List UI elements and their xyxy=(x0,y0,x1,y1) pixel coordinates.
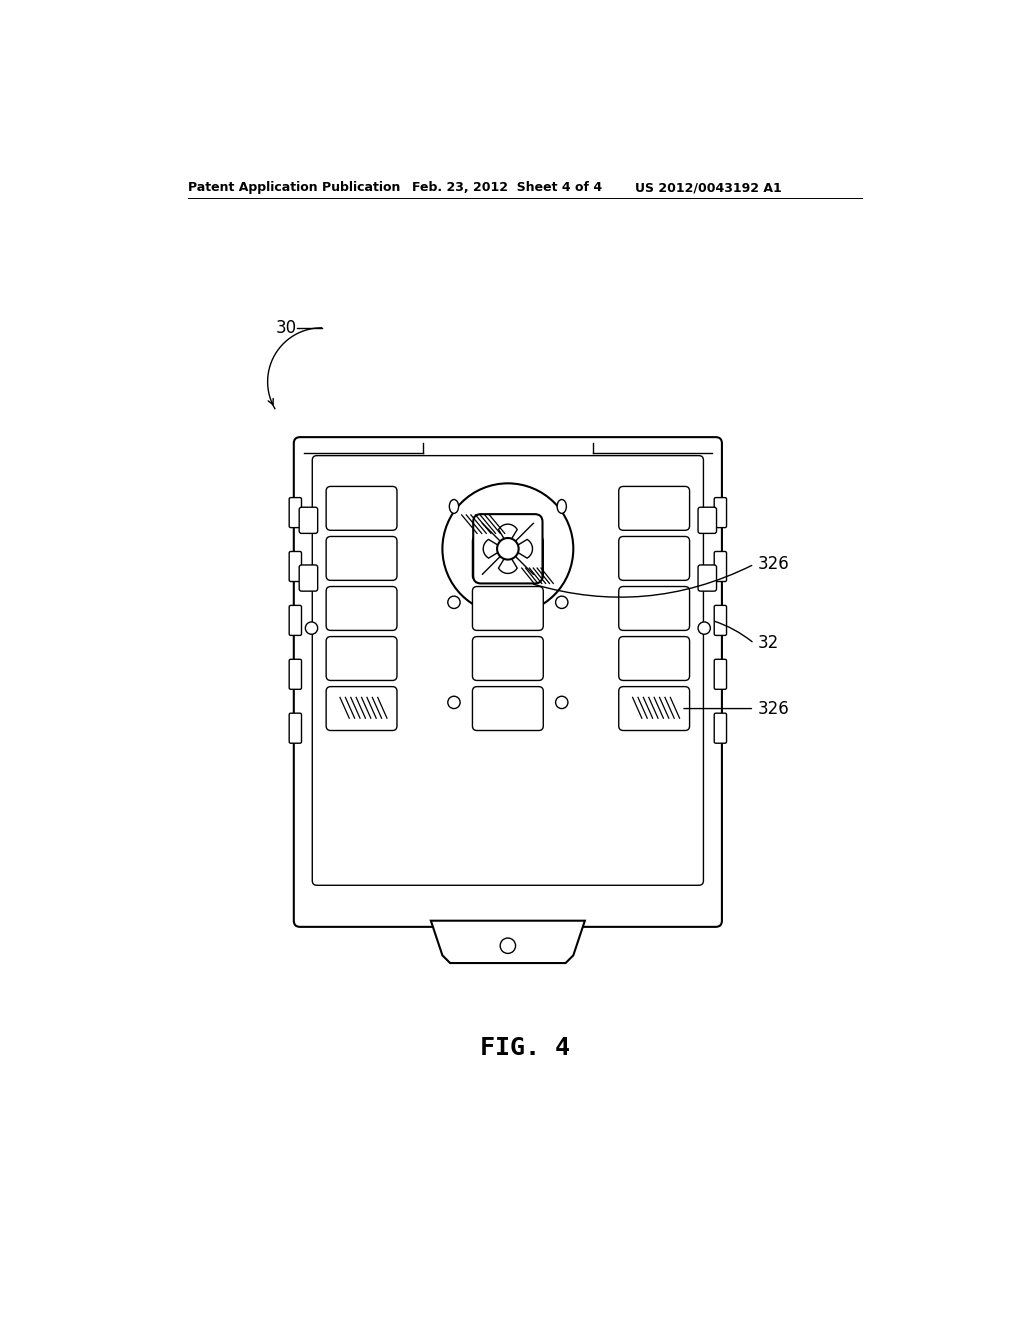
FancyBboxPatch shape xyxy=(326,586,397,631)
FancyBboxPatch shape xyxy=(618,586,689,631)
FancyBboxPatch shape xyxy=(289,498,301,528)
Text: Patent Application Publication: Patent Application Publication xyxy=(188,181,400,194)
FancyBboxPatch shape xyxy=(698,507,717,533)
FancyBboxPatch shape xyxy=(618,487,689,531)
Text: 30: 30 xyxy=(275,319,296,337)
FancyBboxPatch shape xyxy=(289,552,301,582)
FancyBboxPatch shape xyxy=(714,498,727,528)
Circle shape xyxy=(442,483,573,614)
FancyBboxPatch shape xyxy=(714,606,727,635)
Text: US 2012/0043192 A1: US 2012/0043192 A1 xyxy=(635,181,781,194)
FancyBboxPatch shape xyxy=(618,686,689,730)
FancyBboxPatch shape xyxy=(299,507,317,533)
FancyBboxPatch shape xyxy=(473,515,543,583)
Text: FIG. 4: FIG. 4 xyxy=(480,1036,569,1060)
FancyBboxPatch shape xyxy=(698,565,717,591)
Text: 326: 326 xyxy=(758,556,790,573)
Polygon shape xyxy=(512,540,532,558)
FancyBboxPatch shape xyxy=(714,713,727,743)
Polygon shape xyxy=(499,553,517,573)
FancyBboxPatch shape xyxy=(618,536,689,581)
Circle shape xyxy=(447,597,460,609)
Circle shape xyxy=(698,622,711,635)
FancyBboxPatch shape xyxy=(326,686,397,730)
Text: 32: 32 xyxy=(758,635,779,652)
Polygon shape xyxy=(483,540,504,558)
Ellipse shape xyxy=(557,499,566,513)
Polygon shape xyxy=(499,524,517,545)
Text: Feb. 23, 2012  Sheet 4 of 4: Feb. 23, 2012 Sheet 4 of 4 xyxy=(412,181,602,194)
Circle shape xyxy=(500,939,515,953)
FancyBboxPatch shape xyxy=(299,565,317,591)
FancyBboxPatch shape xyxy=(289,606,301,635)
FancyBboxPatch shape xyxy=(289,659,301,689)
FancyBboxPatch shape xyxy=(326,536,397,581)
FancyBboxPatch shape xyxy=(714,552,727,582)
FancyBboxPatch shape xyxy=(472,636,544,681)
FancyBboxPatch shape xyxy=(618,636,689,681)
Circle shape xyxy=(556,696,568,709)
FancyBboxPatch shape xyxy=(472,586,544,631)
Text: 326: 326 xyxy=(758,700,790,718)
Circle shape xyxy=(305,622,317,635)
Ellipse shape xyxy=(450,499,459,513)
FancyBboxPatch shape xyxy=(312,455,703,886)
Circle shape xyxy=(447,696,460,709)
FancyBboxPatch shape xyxy=(472,686,544,730)
Circle shape xyxy=(556,597,568,609)
FancyBboxPatch shape xyxy=(714,659,727,689)
FancyBboxPatch shape xyxy=(289,713,301,743)
Polygon shape xyxy=(431,921,585,964)
FancyBboxPatch shape xyxy=(294,437,722,927)
FancyBboxPatch shape xyxy=(472,536,544,581)
Circle shape xyxy=(497,539,518,560)
FancyBboxPatch shape xyxy=(326,636,397,681)
FancyBboxPatch shape xyxy=(326,487,397,531)
